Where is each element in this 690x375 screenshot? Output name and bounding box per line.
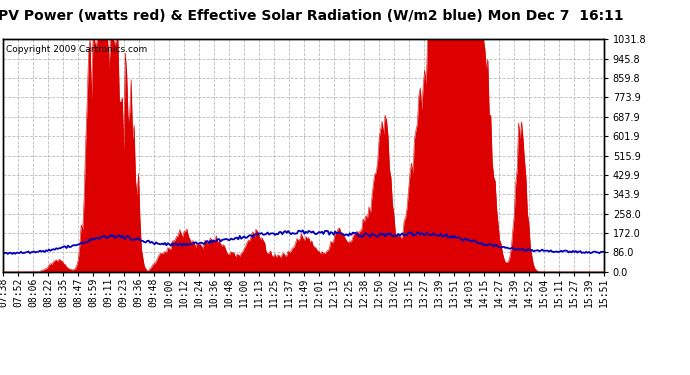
Text: Copyright 2009 Cartronics.com: Copyright 2009 Cartronics.com — [6, 45, 148, 54]
Text: Total PV Power (watts red) & Effective Solar Radiation (W/m2 blue) Mon Dec 7  16: Total PV Power (watts red) & Effective S… — [0, 9, 624, 23]
